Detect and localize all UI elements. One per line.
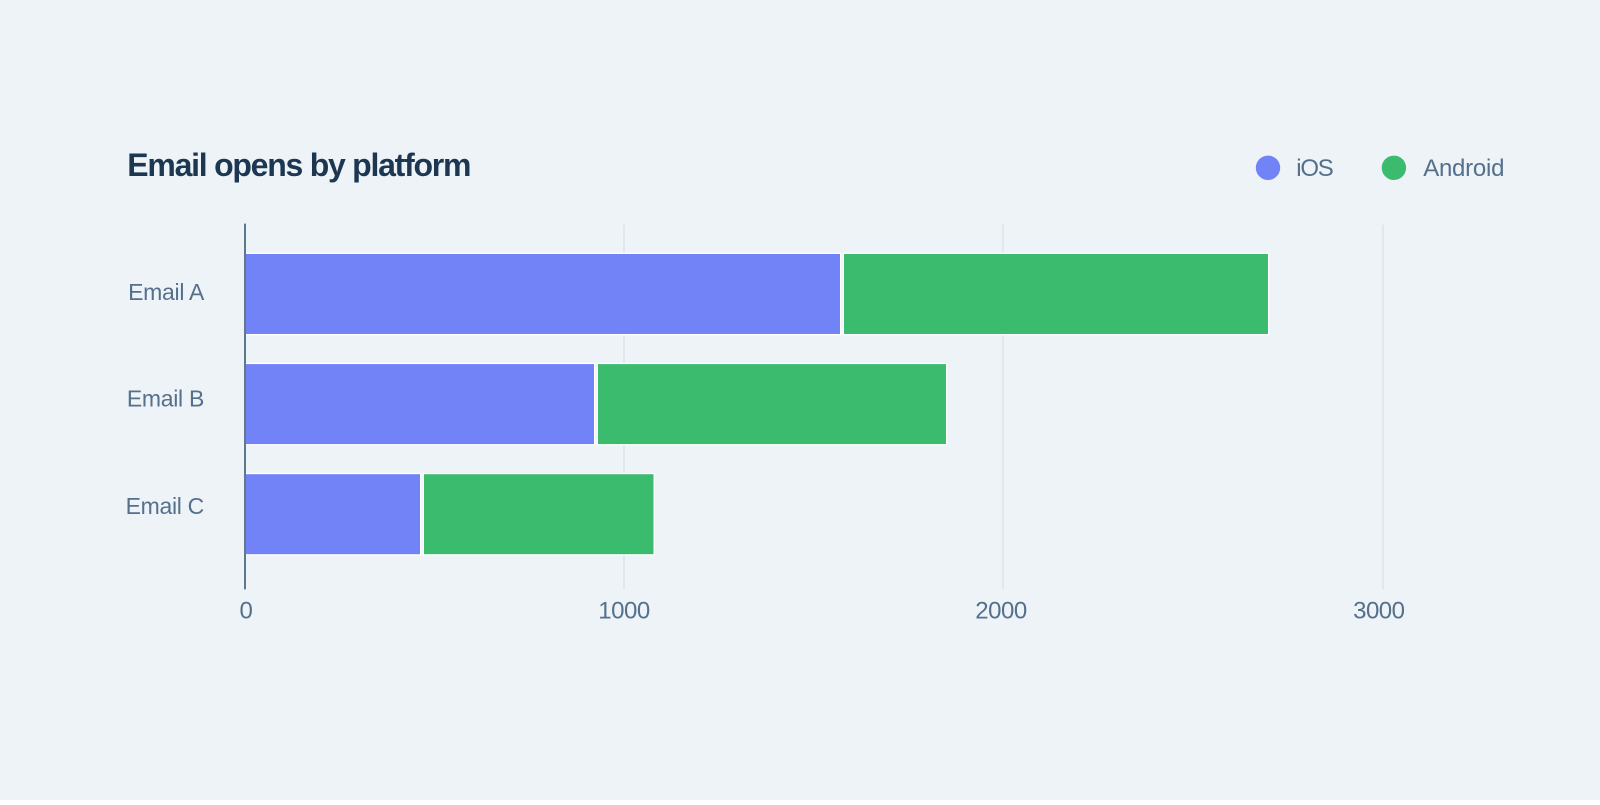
svg-text:Email B: Email B — [127, 385, 204, 411]
svg-text:3000: 3000 — [1353, 597, 1405, 624]
svg-text:0: 0 — [239, 597, 252, 624]
svg-text:Android: Android — [1423, 155, 1504, 182]
svg-text:Email A: Email A — [128, 279, 205, 305]
svg-text:Email C: Email C — [126, 493, 204, 519]
svg-text:Email opens by platform: Email opens by platform — [127, 147, 470, 183]
svg-text:2000: 2000 — [975, 597, 1027, 624]
svg-text:1000: 1000 — [598, 597, 650, 624]
svg-text:iOS: iOS — [1296, 155, 1333, 182]
